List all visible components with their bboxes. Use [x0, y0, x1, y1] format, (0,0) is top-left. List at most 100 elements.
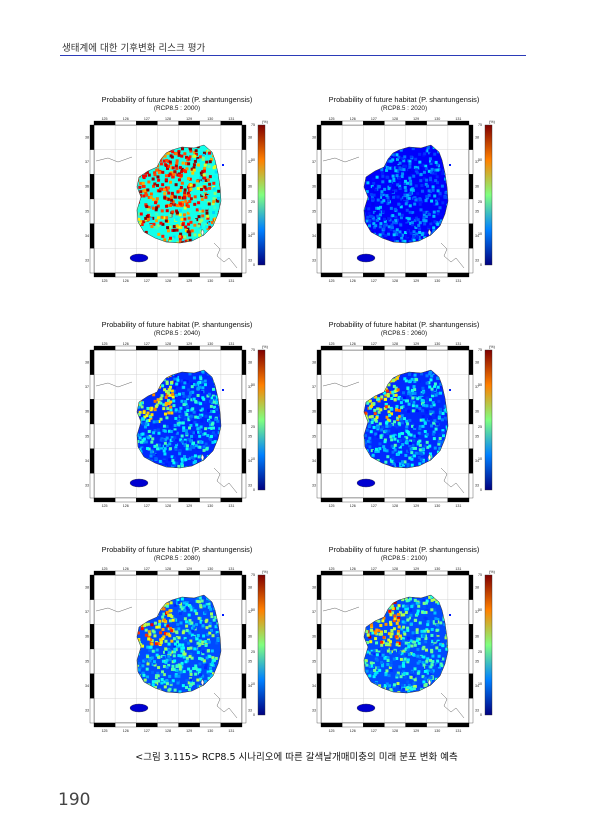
raster-cell — [145, 414, 149, 418]
latitude-tick-label-right: 37 — [248, 385, 252, 389]
border-bar-top — [93, 345, 116, 351]
border-bar-right — [468, 624, 474, 650]
raster-cell — [189, 639, 193, 643]
border-bar-right — [241, 673, 247, 699]
raster-cell — [387, 225, 391, 229]
raster-cell — [386, 196, 390, 200]
raster-cell — [427, 665, 431, 669]
raster-cell — [437, 186, 441, 190]
raster-cell — [370, 649, 374, 653]
raster-cell — [422, 170, 426, 174]
raster-cell — [433, 419, 437, 423]
raster-cell — [401, 431, 405, 435]
border-bar-bottom — [114, 272, 137, 278]
raster-cell — [416, 671, 420, 675]
raster-cell — [422, 601, 426, 605]
raster-cell — [403, 657, 407, 661]
raster-cell — [423, 167, 427, 171]
raster-cell — [396, 629, 400, 633]
raster-cell — [413, 454, 417, 458]
raster-cell — [429, 162, 433, 166]
latitude-tick-label-left: 33 — [85, 259, 89, 263]
raster-cell — [416, 166, 420, 170]
raster-cell — [198, 220, 202, 224]
border-bar-left — [89, 223, 95, 249]
raster-cell — [393, 181, 397, 185]
raster-cell — [429, 653, 433, 657]
raster-cell — [430, 374, 434, 378]
raster-cell — [210, 401, 214, 405]
raster-cell — [183, 609, 187, 613]
raster-cell — [173, 688, 177, 692]
raster-cell — [151, 206, 155, 210]
raster-cell — [429, 404, 433, 408]
raster-cell — [173, 430, 177, 434]
raster-cell — [430, 643, 434, 647]
raster-cell — [369, 623, 373, 627]
raster-cell — [368, 220, 372, 224]
latitude-tick-label-left: 37 — [312, 385, 316, 389]
raster-cell — [386, 175, 390, 179]
raster-cell — [410, 687, 414, 691]
latitude-tick-label-left: 34 — [312, 234, 316, 238]
raster-cell — [184, 429, 188, 433]
raster-cell — [198, 406, 202, 410]
longitude-tick-label-bottom: 131 — [228, 729, 234, 732]
raster-cell — [404, 605, 408, 609]
raster-cell — [168, 634, 172, 638]
raster-cell — [201, 386, 205, 390]
latitude-tick-label-right: 38 — [248, 135, 252, 139]
raster-cell — [163, 238, 167, 242]
raster-cell — [412, 400, 416, 404]
border-bar-bottom — [426, 722, 449, 728]
raster-cell — [193, 159, 197, 163]
raster-cell — [164, 219, 168, 223]
raster-cell — [393, 448, 397, 452]
raster-cell — [390, 407, 394, 411]
raster-cell — [437, 654, 441, 658]
raster-cell — [387, 159, 391, 163]
raster-cell — [196, 387, 200, 391]
raster-cell — [417, 604, 421, 608]
raster-cell — [408, 418, 412, 422]
raster-cell — [196, 415, 200, 419]
raster-cell — [205, 206, 209, 210]
raster-cell — [406, 387, 410, 391]
raster-cell — [205, 219, 209, 223]
ulleung-island — [222, 164, 224, 166]
raster-cell — [178, 671, 182, 675]
raster-cell — [413, 380, 417, 384]
raster-cell — [389, 640, 393, 644]
raster-cell — [140, 405, 144, 409]
raster-cell — [371, 631, 375, 635]
raster-cell — [419, 163, 423, 167]
raster-cell — [166, 229, 170, 233]
raster-cell — [212, 187, 216, 191]
raster-cell — [152, 393, 156, 397]
colorbar-unit-label: (%) — [262, 345, 269, 349]
raster-cell — [391, 390, 395, 394]
raster-cell — [142, 673, 146, 677]
raster-cell — [435, 623, 439, 627]
raster-cell — [392, 384, 396, 388]
raster-cell — [202, 650, 206, 654]
raster-cell — [187, 641, 191, 645]
raster-cell — [199, 430, 203, 434]
latitude-tick-label-left: 38 — [312, 585, 316, 589]
tsushima-island — [427, 228, 432, 237]
raster-cell — [204, 374, 208, 378]
coastline-china — [322, 381, 360, 388]
raster-cell — [172, 389, 176, 393]
raster-cell — [408, 441, 412, 445]
raster-cell — [152, 431, 156, 435]
border-bar-top — [426, 345, 449, 351]
raster-cell — [153, 429, 157, 433]
raster-cell — [398, 212, 402, 216]
raster-cell — [433, 387, 437, 391]
raster-cell — [409, 379, 413, 383]
raster-cell — [374, 447, 378, 451]
border-bar-top — [405, 570, 427, 576]
raster-cell — [377, 206, 381, 210]
raster-cell — [429, 228, 433, 232]
raster-cell — [161, 384, 165, 388]
